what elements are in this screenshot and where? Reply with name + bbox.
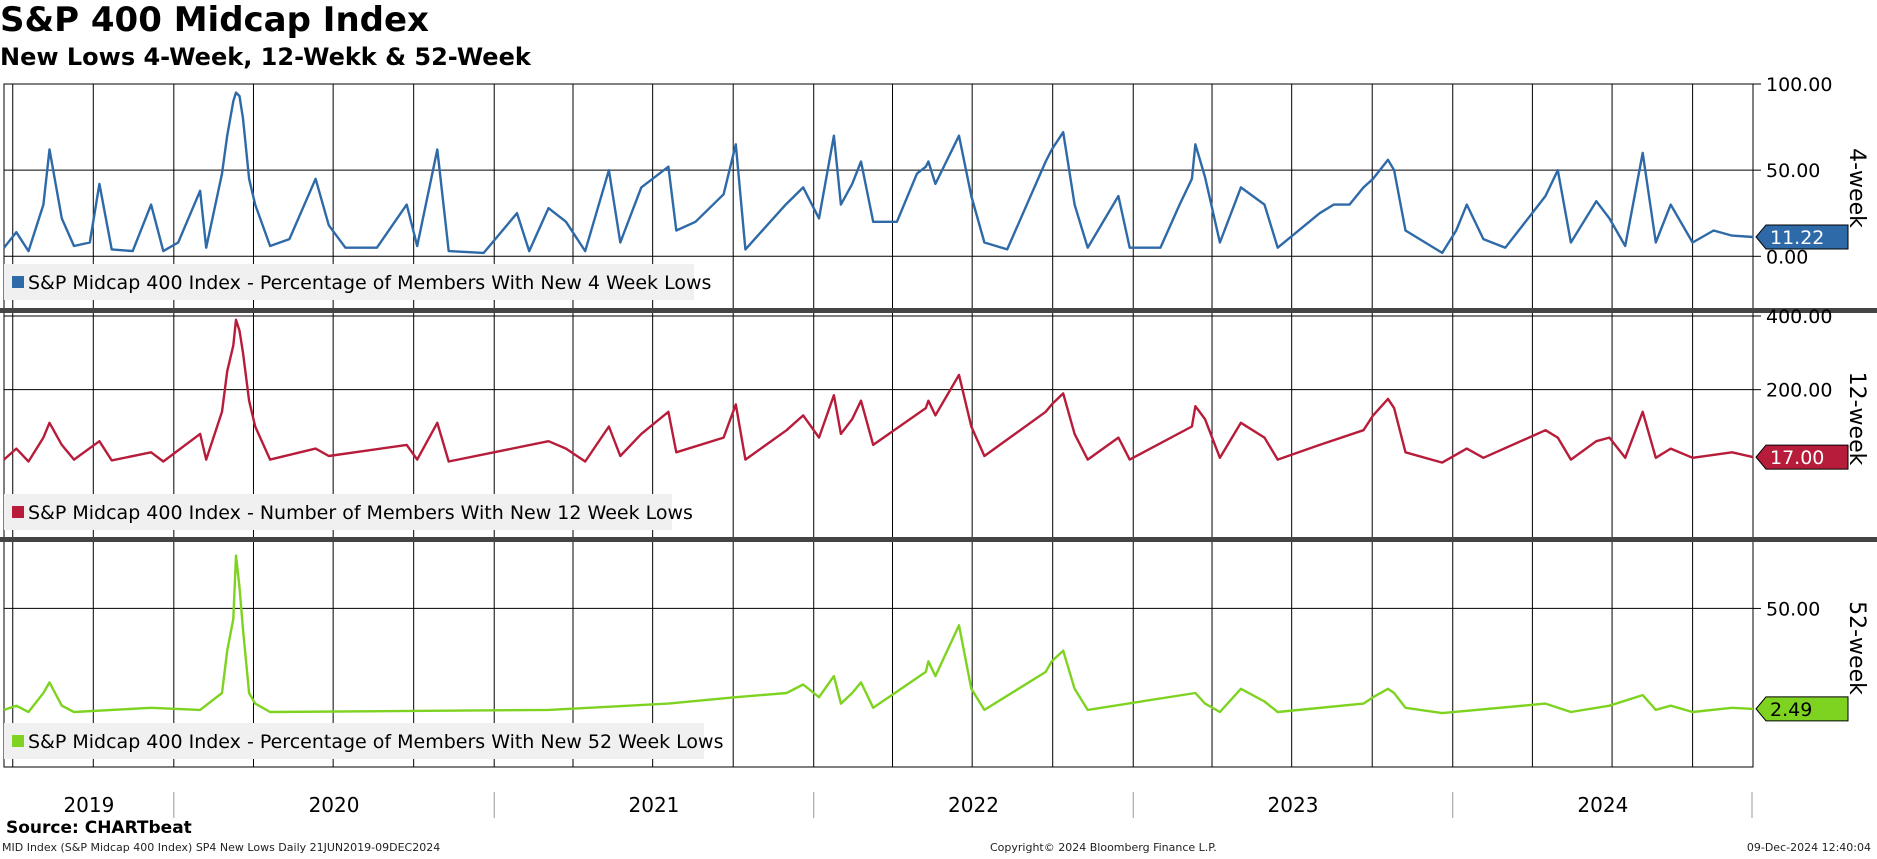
legend-label: S&P Midcap 400 Index - Percentage of Mem… bbox=[28, 272, 711, 294]
panel-separator bbox=[0, 308, 1877, 313]
y-tick-label: 50.00 bbox=[1766, 160, 1820, 182]
last-value-tag-4-week bbox=[1755, 224, 1849, 250]
legend-label: S&P Midcap 400 Index - Percentage of Mem… bbox=[28, 731, 724, 753]
year-label-2020: 2020 bbox=[309, 793, 360, 817]
year-label-2019: 2019 bbox=[63, 793, 114, 817]
last-value-label-12-week: 17.00 bbox=[1770, 447, 1824, 469]
panel-separator bbox=[0, 537, 1877, 542]
timestamp: 09-Dec-2024 12:40:04 bbox=[1746, 841, 1871, 854]
legend-12-week: S&P Midcap 400 Index - Number of Members… bbox=[4, 494, 693, 530]
copyright-notice: Copyright© 2024 Bloomberg Finance L.P. bbox=[990, 841, 1217, 854]
series-line-4-week bbox=[3, 91, 1754, 255]
y-tick-label: 400.00 bbox=[1766, 306, 1832, 328]
time-axis: 2019 2020 2021 2022 2023 2024 bbox=[63, 792, 1753, 818]
axis-title-52-week: 52-week bbox=[1844, 601, 1869, 695]
y-tick-label: 200.00 bbox=[1766, 380, 1832, 402]
last-value-label-52-week: 2.49 bbox=[1770, 699, 1812, 721]
series-description: MID Index (S&P Midcap 400 Index) SP4 New… bbox=[2, 841, 441, 854]
legend-background bbox=[4, 723, 704, 759]
panel-52-week: 50.00 2.49 52-week S&P Midcap 400 Index - P… bbox=[3, 554, 1869, 759]
plot-frame bbox=[3, 83, 1754, 768]
y-tick-label: 0.00 bbox=[1766, 246, 1808, 268]
axis-title-4-week: 4-week bbox=[1844, 148, 1869, 228]
vertical-gridlines bbox=[12, 84, 1694, 767]
legend-52-week: S&P Midcap 400 Index - Percentage of Mem… bbox=[4, 723, 724, 759]
legend-swatch bbox=[12, 506, 24, 518]
y-tick-label: 100.00 bbox=[1766, 74, 1832, 96]
legend-swatch bbox=[12, 276, 24, 288]
chart-title: S&P 400 Midcap Index bbox=[0, 0, 429, 40]
chart-subtitle: New Lows 4-Week, 12-Wekk & 52-Week bbox=[0, 43, 531, 71]
series-line-12-week bbox=[3, 318, 1754, 464]
legend-label: S&P Midcap 400 Index - Number of Members… bbox=[28, 502, 693, 524]
legend-swatch bbox=[12, 735, 24, 747]
source-note: Source: CHARTbeat bbox=[6, 818, 192, 838]
last-value-label-4-week: 11.22 bbox=[1770, 227, 1824, 249]
legend-4-week: S&P Midcap 400 Index - Percentage of Mem… bbox=[4, 264, 711, 300]
y-tick-label: 50.00 bbox=[1766, 598, 1820, 620]
panel-12-week: 400.00 200.00 17.00 12-week S&P Midcap 400 I… bbox=[3, 306, 1869, 530]
year-label-2022: 2022 bbox=[948, 793, 999, 817]
year-label-2021: 2021 bbox=[629, 793, 680, 817]
year-label-2023: 2023 bbox=[1268, 793, 1319, 817]
last-value-tag-52-week bbox=[1755, 696, 1849, 722]
year-label-2024: 2024 bbox=[1577, 793, 1628, 817]
axis-title-12-week: 12-week bbox=[1844, 372, 1869, 466]
series-line-52-week bbox=[3, 554, 1754, 715]
legend-background bbox=[4, 264, 694, 300]
last-value-tag-12-week bbox=[1755, 444, 1849, 470]
legend-background bbox=[4, 494, 672, 530]
